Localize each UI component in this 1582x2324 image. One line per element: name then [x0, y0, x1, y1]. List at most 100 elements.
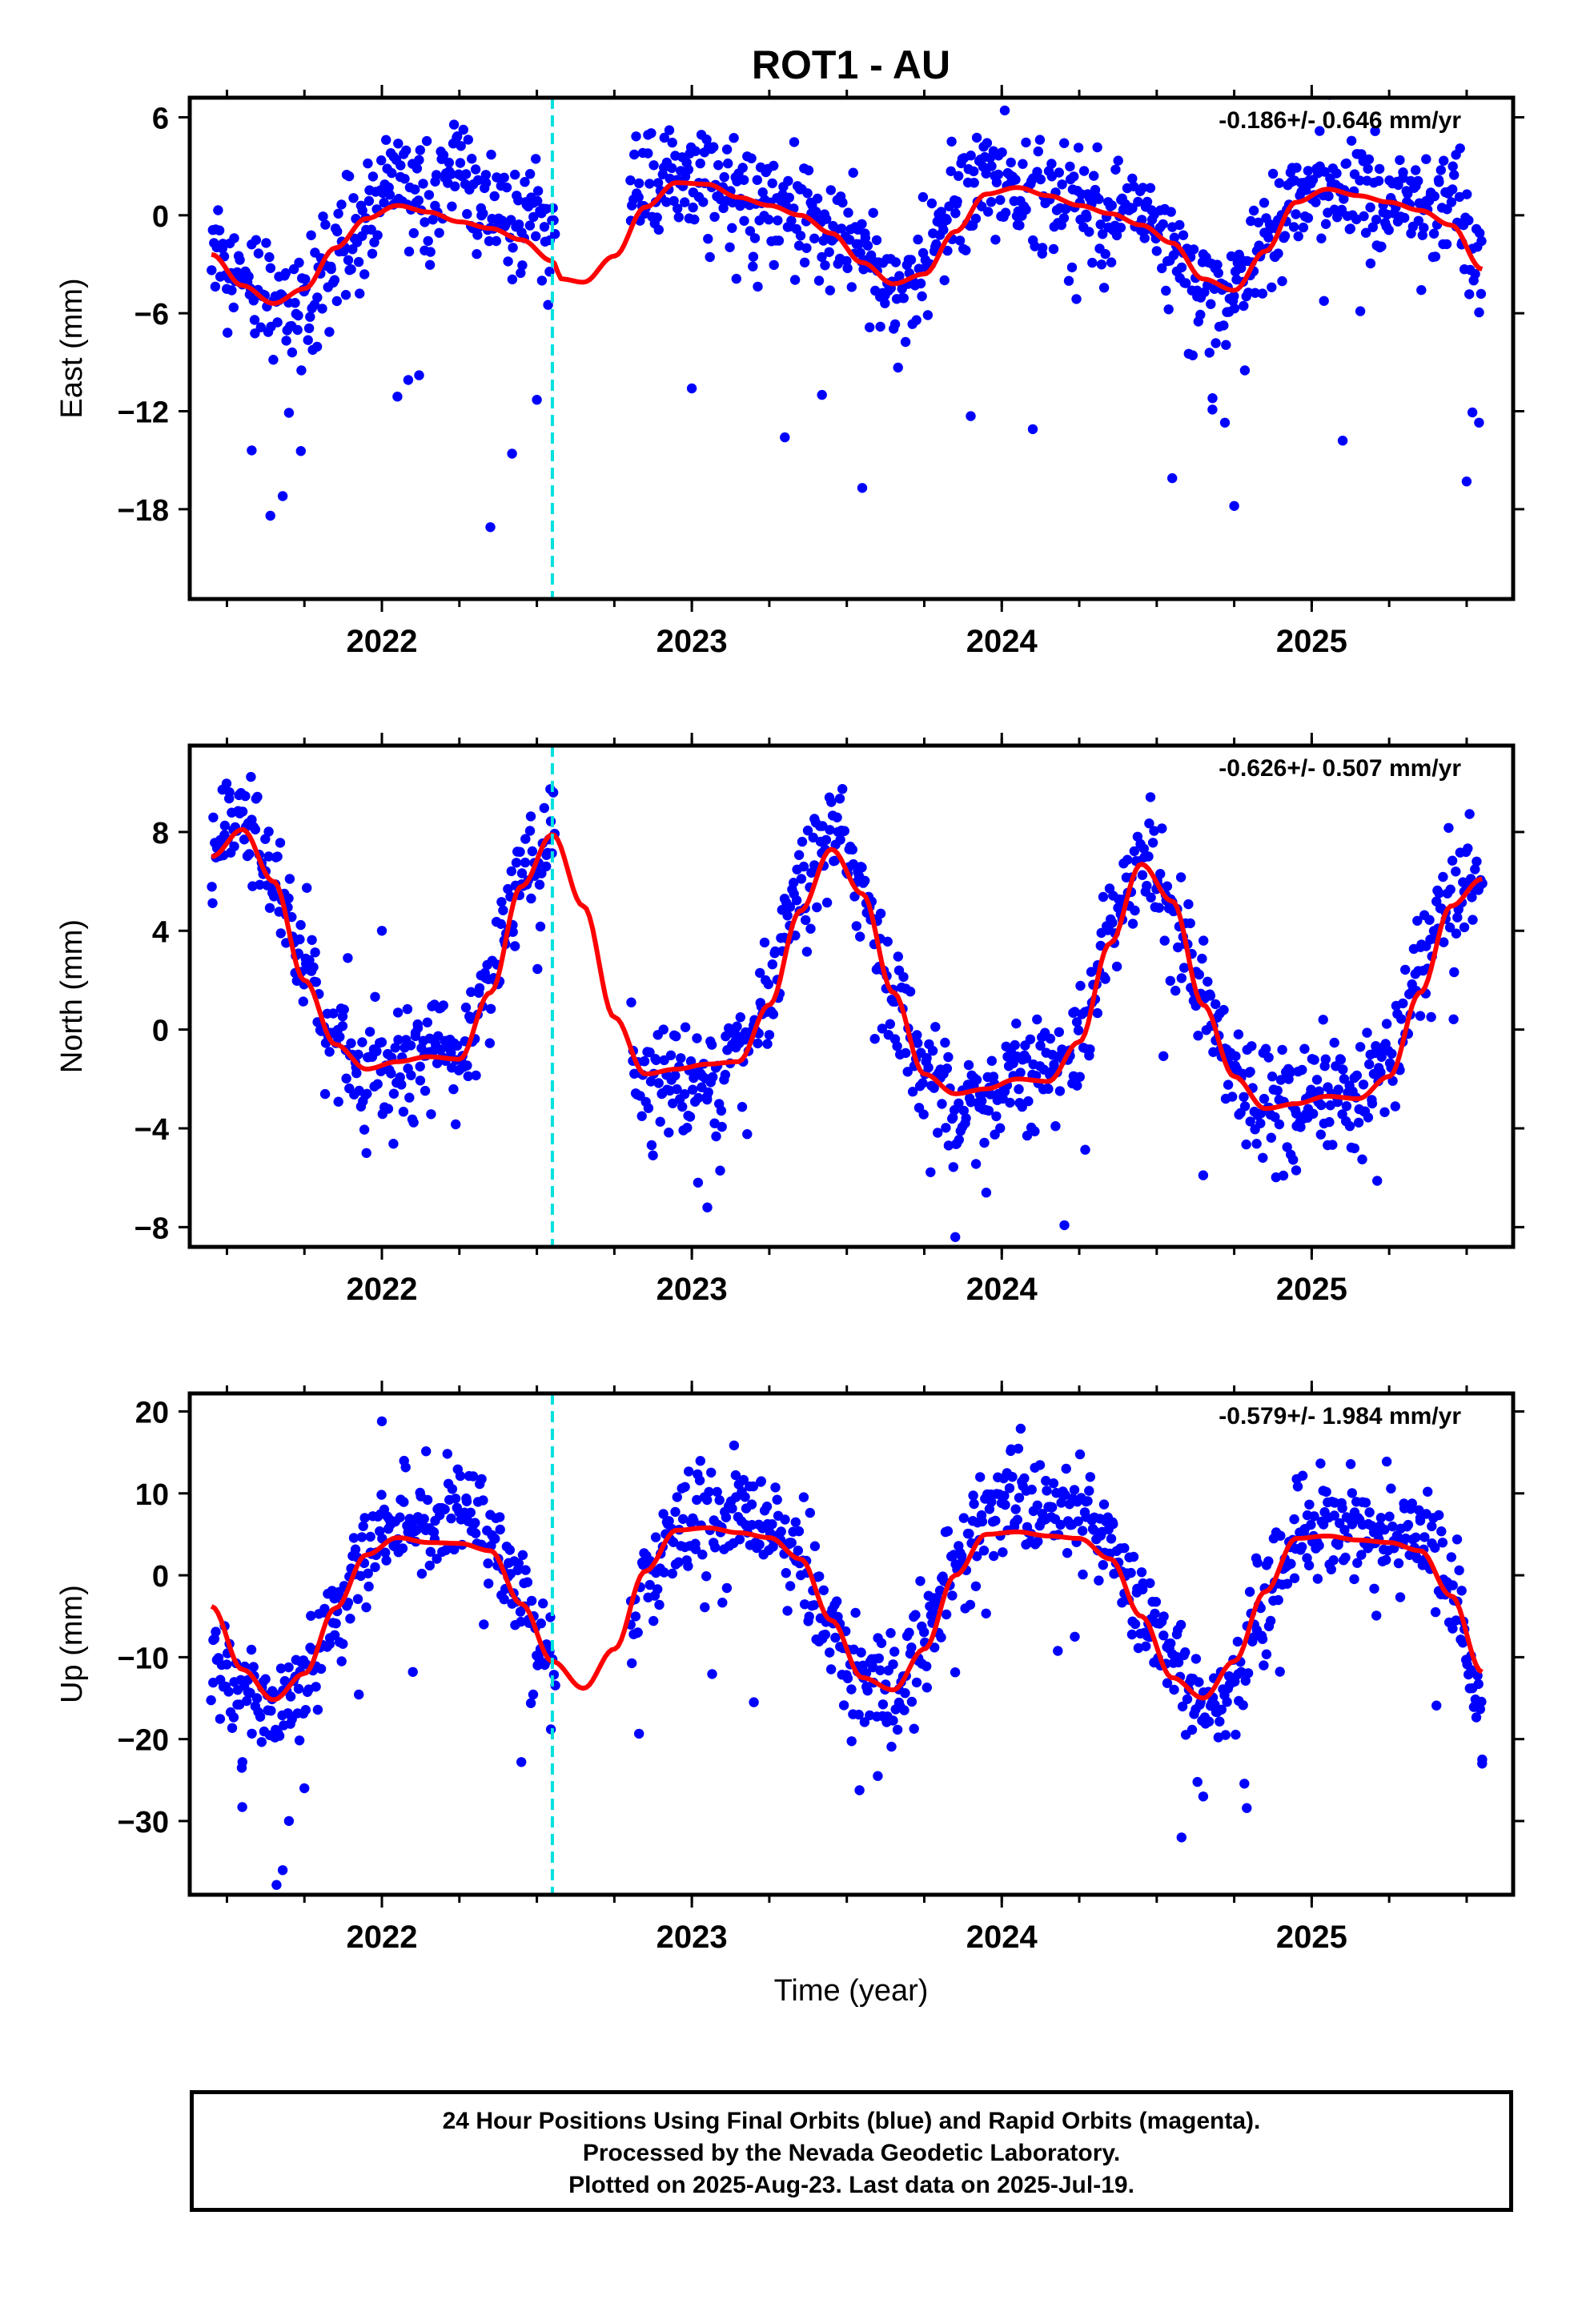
data-point — [1080, 1144, 1090, 1155]
y-tick-label: −18 — [118, 494, 169, 528]
data-point — [255, 1711, 266, 1722]
data-point — [359, 1513, 370, 1523]
data-point — [793, 850, 805, 860]
data-point — [412, 163, 423, 174]
data-point — [982, 138, 993, 148]
data-point — [388, 1139, 399, 1149]
data-point — [1034, 1460, 1046, 1470]
data-point — [255, 322, 266, 332]
data-point — [1351, 214, 1362, 225]
data-point — [446, 1047, 456, 1058]
data-point — [999, 1490, 1010, 1502]
data-point — [784, 192, 794, 203]
data-point — [1095, 219, 1106, 230]
data-point — [673, 1557, 684, 1567]
data-point — [1314, 1540, 1324, 1551]
data-point — [825, 1664, 837, 1675]
data-point — [1063, 275, 1074, 286]
data-point — [653, 1078, 664, 1088]
data-point — [664, 1128, 674, 1138]
data-point — [748, 251, 759, 262]
data-point — [1166, 1638, 1176, 1649]
x-tick-label: 2023 — [656, 624, 728, 659]
data-point — [795, 231, 806, 241]
data-point — [1082, 212, 1092, 223]
data-point — [525, 811, 536, 822]
data-point — [1416, 285, 1427, 296]
data-point — [516, 267, 526, 279]
data-point — [842, 263, 853, 274]
data-point — [644, 179, 655, 189]
data-point — [1470, 864, 1480, 875]
data-point — [633, 192, 644, 203]
data-point — [1395, 155, 1405, 166]
data-point — [917, 291, 927, 302]
data-point — [1447, 161, 1458, 171]
data-point — [670, 1070, 681, 1081]
data-point — [898, 971, 909, 983]
data-point — [1293, 231, 1303, 242]
data-point — [243, 271, 254, 282]
outlier-point — [1198, 1791, 1209, 1802]
data-point — [1303, 166, 1314, 176]
data-point — [1315, 1458, 1326, 1469]
data-point — [1288, 222, 1299, 232]
data-point — [938, 224, 949, 235]
data-point — [283, 1662, 294, 1673]
data-point — [1444, 922, 1456, 933]
data-point — [333, 1096, 343, 1107]
data-point — [1414, 1505, 1424, 1516]
fit-curve — [211, 826, 1483, 1112]
data-point — [365, 1531, 375, 1542]
y-tick-label: −4 — [135, 1113, 169, 1147]
outlier-point — [516, 1757, 527, 1767]
data-point — [511, 858, 522, 868]
data-point — [532, 186, 544, 196]
data-point — [1312, 1574, 1323, 1584]
data-point — [729, 1440, 740, 1451]
data-point — [1344, 1121, 1355, 1132]
caption-line-2: Processed by the Nevada Geodetic Laborat… — [582, 2140, 1121, 2166]
data-point — [954, 1098, 964, 1109]
data-point — [930, 1022, 941, 1032]
data-point — [1078, 1569, 1088, 1580]
data-point — [468, 1471, 479, 1482]
data-point — [329, 1630, 340, 1640]
data-point — [476, 1474, 487, 1485]
data-point — [532, 963, 543, 975]
data-point — [495, 1524, 505, 1535]
data-point — [767, 959, 777, 970]
data-point — [1376, 1051, 1387, 1063]
data-point — [223, 1687, 234, 1697]
data-point — [235, 255, 245, 265]
data-point — [1058, 213, 1070, 223]
data-point — [1423, 1486, 1433, 1497]
data-point — [1339, 194, 1349, 204]
data-point — [769, 259, 779, 271]
data-point — [1411, 165, 1421, 175]
data-point — [1098, 283, 1110, 293]
data-point — [1238, 1700, 1248, 1711]
outlier-point — [749, 1697, 759, 1707]
data-point — [1393, 1558, 1404, 1569]
data-point — [536, 1618, 546, 1629]
data-point — [1286, 1067, 1296, 1077]
data-point — [1381, 1554, 1391, 1566]
data-point — [986, 1055, 998, 1066]
data-point — [1231, 1051, 1241, 1062]
data-point — [1441, 239, 1452, 250]
data-point — [764, 1030, 775, 1040]
data-point — [531, 154, 541, 164]
data-point — [1007, 1472, 1018, 1482]
data-point — [942, 1526, 954, 1537]
data-point — [1021, 204, 1031, 215]
data-point — [673, 212, 684, 223]
data-point — [408, 227, 419, 239]
data-point — [767, 178, 777, 189]
data-point — [818, 1585, 829, 1596]
data-point — [260, 834, 271, 844]
data-point — [698, 197, 709, 207]
data-point — [1424, 915, 1435, 925]
velocity-annotation: -0.579+/- 1.984 mm/yr — [1219, 1403, 1461, 1429]
data-point — [1158, 1630, 1169, 1641]
